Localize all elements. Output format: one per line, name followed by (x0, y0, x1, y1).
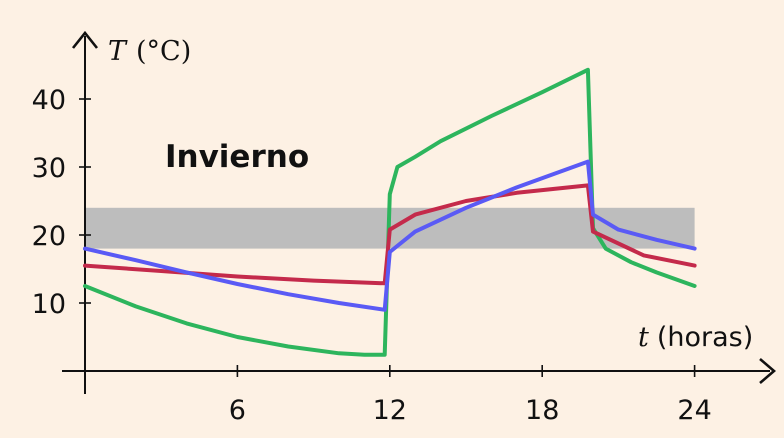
x-tick-label: 18 (525, 395, 559, 426)
x-axis-arrowhead (759, 358, 776, 384)
y-tick-label: 10 (32, 289, 66, 320)
x-tick-label: 6 (229, 395, 246, 426)
x-tick-label: 12 (373, 395, 407, 426)
series-line-2 (83, 183, 697, 286)
season-annotation: Invierno (165, 139, 309, 175)
x-axis-unit: (horas) (657, 322, 753, 353)
y-tick-label: 30 (32, 153, 66, 184)
x-axis-symbol: t (638, 322, 649, 353)
y-axis-label: T (°C) (108, 36, 191, 67)
x-tick-label: 24 (677, 395, 711, 426)
series-line-1 (83, 67, 697, 357)
y-axis-arrowhead (71, 30, 99, 49)
y-tick-label: 20 (32, 221, 66, 252)
x-axis-label: t (horas) (638, 322, 753, 353)
y-axis-unit: (°C) (136, 36, 191, 67)
y-axis-symbol: T (108, 36, 128, 67)
series-line-3 (83, 159, 697, 312)
y-tick-label: 40 (32, 85, 66, 116)
